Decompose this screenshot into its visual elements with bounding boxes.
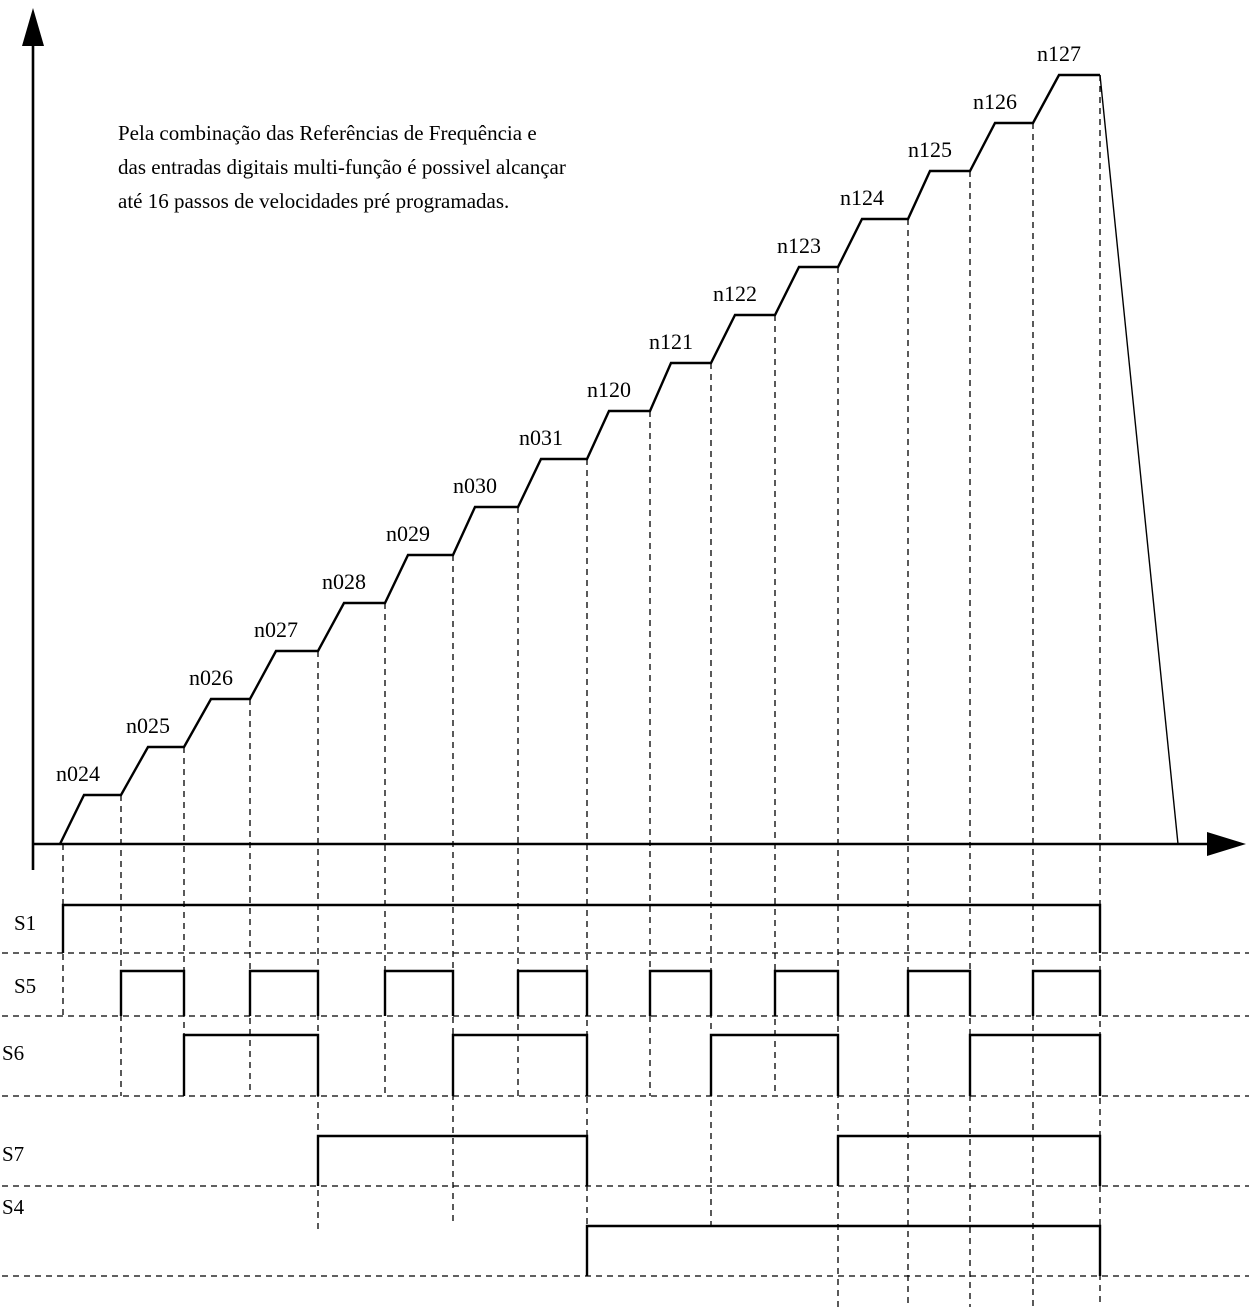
signal-label-S5: S5 [14,974,36,998]
signal-waveforms [61,903,1102,1276]
step-label-n122: n122 [713,281,757,306]
speed-staircase-ramp [58,73,1100,845]
step-label-n126: n126 [973,89,1017,114]
signal-label-S6: S6 [2,1041,24,1065]
dashed-guide-lines [2,75,1249,1307]
waveform-S6 [182,1033,1102,1096]
step-label-n026: n026 [189,665,233,690]
waveform-S5 [119,969,1102,1016]
step-label-n025: n025 [126,713,170,738]
step-label-n028: n028 [322,569,366,594]
step-label-n125: n125 [908,137,952,162]
signal-label-S1: S1 [14,911,36,935]
signal-label-S4: S4 [2,1195,25,1219]
step-labels: n024 n025 n026 n027 n028 n029 n030 n031 n120 n121… [56,41,1081,786]
deceleration-ramp [1099,74,1179,845]
step-label-n029: n029 [386,521,430,546]
step-label-n124: n124 [840,185,884,210]
step-label-n027: n027 [254,617,298,642]
step-label-n120: n120 [587,377,631,402]
signal-label-S7: S7 [2,1142,24,1166]
x-axis-arrow [1207,832,1246,856]
step-label-n024: n024 [56,761,100,786]
step-label-n127: n127 [1037,41,1081,66]
caption-line-2: das entradas digitais multi-função é pos… [118,155,566,179]
step-label-n031: n031 [519,425,563,450]
caption-line-3: até 16 passos de velocidades pré program… [118,189,509,213]
waveform-S1 [61,903,1102,953]
waveform-S4 [585,1224,1102,1276]
y-axis-arrow [22,8,44,46]
step-label-n123: n123 [777,233,821,258]
waveform-S7 [316,1134,1102,1186]
step-label-n121: n121 [649,329,693,354]
caption-line-1: Pela combinação das Referências de Frequ… [118,121,537,145]
signal-labels: S1 S5 S6 S7 S4 [2,911,36,1219]
step-label-n030: n030 [453,473,497,498]
